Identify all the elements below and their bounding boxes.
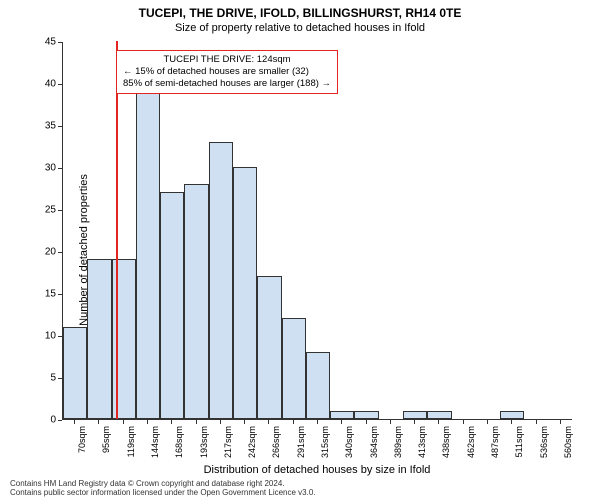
y-tick-mark — [58, 378, 62, 379]
x-tick-mark — [438, 420, 439, 424]
x-tick-mark — [293, 420, 294, 424]
y-tick-label: 35 — [45, 121, 56, 132]
y-tick-label: 5 — [50, 373, 56, 384]
x-tick-label: 291sqm — [296, 426, 306, 458]
x-tick-mark — [147, 420, 148, 424]
annotation-line3: 85% of semi-detached houses are larger (… — [123, 78, 331, 90]
histogram-bar — [330, 411, 354, 419]
x-tick-mark — [487, 420, 488, 424]
histogram-bar — [403, 411, 427, 419]
y-tick-label: 20 — [45, 247, 56, 258]
chart-title: TUCEPI, THE DRIVE, IFOLD, BILLINGSHURST,… — [0, 6, 600, 20]
x-tick-label: 487sqm — [490, 426, 500, 458]
x-tick-label: 536sqm — [539, 426, 549, 458]
property-marker-line — [116, 41, 118, 419]
x-tick-label: 119sqm — [126, 426, 136, 457]
y-tick-mark — [58, 168, 62, 169]
x-tick-label: 315sqm — [320, 426, 330, 458]
y-tick-mark — [58, 42, 62, 43]
attribution: Contains HM Land Registry data © Crown c… — [10, 479, 316, 498]
y-tick-mark — [58, 420, 62, 421]
x-tick-mark — [463, 420, 464, 424]
x-tick-mark — [390, 420, 391, 424]
annotation-line1: TUCEPI THE DRIVE: 124sqm — [123, 54, 331, 66]
y-tick-label: 30 — [45, 163, 56, 174]
x-tick-label: 364sqm — [369, 426, 379, 458]
annotation-line2: ← 15% of detached houses are smaller (32… — [123, 66, 331, 78]
y-tick-mark — [58, 84, 62, 85]
y-tick-mark — [58, 252, 62, 253]
x-tick-mark — [74, 420, 75, 424]
x-tick-label: 266sqm — [271, 426, 281, 458]
x-tick-label: 242sqm — [247, 426, 257, 458]
histogram-bar — [354, 411, 378, 419]
histogram-bar — [63, 327, 87, 419]
attribution-line2: Contains public sector information licen… — [10, 488, 316, 498]
histogram-bar — [306, 352, 330, 419]
histogram-bar — [136, 58, 160, 419]
attribution-line1: Contains HM Land Registry data © Crown c… — [10, 479, 316, 489]
y-tick-label: 10 — [45, 331, 56, 342]
histogram-bar — [112, 259, 136, 419]
x-tick-mark — [511, 420, 512, 424]
chart-container: TUCEPI, THE DRIVE, IFOLD, BILLINGSHURST,… — [0, 0, 600, 500]
x-tick-label: 389sqm — [393, 426, 403, 458]
x-tick-mark — [560, 420, 561, 424]
x-tick-label: 95sqm — [101, 426, 111, 453]
y-tick-label: 15 — [45, 289, 56, 300]
x-tick-mark — [220, 420, 221, 424]
x-tick-mark — [123, 420, 124, 424]
y-tick-label: 0 — [50, 415, 56, 426]
x-tick-label: 462sqm — [466, 426, 476, 458]
x-tick-mark — [536, 420, 537, 424]
x-tick-mark — [196, 420, 197, 424]
x-tick-label: 340sqm — [344, 426, 354, 458]
x-tick-mark — [366, 420, 367, 424]
y-tick-mark — [58, 210, 62, 211]
histogram-bar — [427, 411, 451, 419]
x-axis-label: Distribution of detached houses by size … — [62, 464, 572, 476]
histogram-bar — [282, 318, 306, 419]
y-tick-mark — [58, 126, 62, 127]
annotation-box: TUCEPI THE DRIVE: 124sqm ← 15% of detach… — [116, 50, 338, 94]
x-tick-label: 217sqm — [223, 426, 233, 458]
x-tick-label: 70sqm — [77, 426, 87, 453]
y-tick-label: 45 — [45, 37, 56, 48]
histogram-bar — [233, 167, 257, 419]
y-tick-mark — [58, 294, 62, 295]
x-tick-mark — [414, 420, 415, 424]
y-tick-label: 25 — [45, 205, 56, 216]
histogram-bar — [184, 184, 208, 419]
histogram-bar — [257, 276, 281, 419]
x-tick-mark — [268, 420, 269, 424]
x-tick-label: 168sqm — [174, 426, 184, 458]
x-tick-label: 438sqm — [441, 426, 451, 458]
x-tick-label: 144sqm — [150, 426, 160, 458]
x-tick-mark — [171, 420, 172, 424]
x-tick-mark — [317, 420, 318, 424]
chart-subtitle: Size of property relative to detached ho… — [0, 22, 600, 34]
x-tick-mark — [244, 420, 245, 424]
histogram-bar — [87, 259, 111, 419]
x-tick-label: 193sqm — [199, 426, 209, 458]
plot-area — [62, 42, 572, 420]
x-tick-label: 413sqm — [417, 426, 427, 458]
y-tick-label: 40 — [45, 79, 56, 90]
x-tick-mark — [98, 420, 99, 424]
histogram-bar — [160, 192, 184, 419]
x-tick-mark — [341, 420, 342, 424]
histogram-bar — [209, 142, 233, 419]
y-tick-mark — [58, 336, 62, 337]
histogram-bar — [500, 411, 524, 419]
x-tick-label: 511sqm — [514, 426, 524, 457]
x-tick-label: 560sqm — [563, 426, 573, 458]
